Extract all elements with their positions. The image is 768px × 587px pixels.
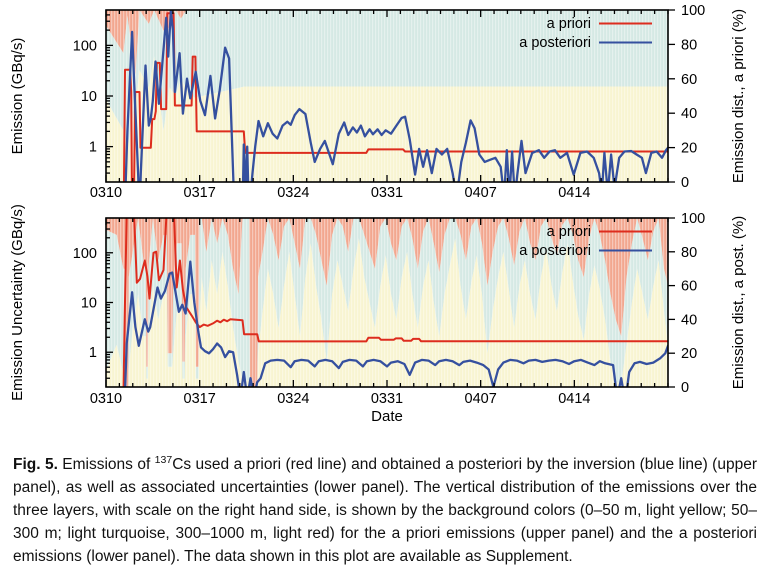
y-tick-label: 10 — [81, 296, 97, 312]
x-tick-label: 0324 — [277, 391, 309, 407]
right-tick-label: 0 — [681, 175, 689, 191]
legend-label: a priori — [547, 224, 591, 240]
right-tick-label: 100 — [681, 211, 705, 227]
right-tick-label: 20 — [681, 141, 697, 157]
axes-ticks — [105, 9, 675, 183]
panel-lower-background — [106, 218, 668, 387]
a-posteriori-line-lower — [124, 260, 668, 387]
right-tick-label: 80 — [681, 37, 697, 53]
right-tick-label: 20 — [681, 346, 697, 362]
emission-charts: 0310 0317 0324 0331 0407 04141101000204060801… — [9, 3, 747, 425]
figure-5-container: 0310 0317 0324 0331 0407 0414 1 10 100 0 20 40 60 80 1… — [9, 3, 757, 568]
legend-label: a posteriori — [519, 35, 591, 51]
caption-text-after-sup: Cs used a priori (red line) and obtained… — [13, 456, 757, 565]
x-tick-label: 0310 — [90, 185, 122, 201]
figure-label: Fig. 5. — [13, 456, 58, 473]
isotope-superscript: 137 — [154, 453, 173, 466]
x-tick-label: 0414 — [558, 185, 590, 201]
legend-label: a posteriori — [519, 243, 591, 259]
x-tick-label: 0407 — [465, 391, 497, 407]
right-tick-label: 100 — [681, 3, 705, 19]
y-tick-label: 100 — [73, 38, 97, 54]
x-tick-label: 0331 — [371, 391, 403, 407]
right-tick-label: 40 — [681, 106, 697, 122]
right-tick-label: 0 — [681, 380, 689, 396]
legend-upper: a priori a posteriori — [519, 16, 652, 51]
x-axis-title: Date — [371, 408, 403, 425]
x-tick-label: 0331 — [371, 185, 403, 201]
x-tick-label: 0317 — [184, 185, 216, 201]
y-axis-title: Emission Uncertainty (GBq/s) — [9, 204, 26, 401]
a-posteriori-line-upper — [124, 10, 668, 182]
a-priori-line-lower — [122, 218, 668, 387]
right-tick-label: 60 — [681, 279, 697, 295]
panel-upper: 0310 0317 0324 0331 0407 0414 1 10 100 0 20 40 60 80 1… — [9, 3, 747, 201]
x-tick-label: 0324 — [277, 185, 309, 201]
caption-text-before-sup: Emissions of — [57, 456, 155, 473]
x-tick-label: 0407 — [465, 185, 497, 201]
right-tick-label: 80 — [681, 245, 697, 261]
stripe-texture — [106, 218, 668, 387]
x-tick-label: 0317 — [184, 391, 216, 407]
x-tick-label: 0310 — [90, 391, 122, 407]
y-tick-label: 100 — [73, 246, 97, 262]
legend-lower: a priori a posteriori — [519, 224, 652, 259]
x-tick-label: 0414 — [558, 391, 590, 407]
right-axis-title: Emission dist., a post. (%) — [730, 216, 747, 389]
right-axis-title: Emission dist., a priori (%) — [730, 9, 747, 183]
y-tick-label: 10 — [81, 89, 97, 105]
y-tick-label: 1 — [89, 345, 97, 361]
axes-ticks — [105, 217, 675, 388]
figure-caption: Fig. 5. Emissions of 137Cs used a priori… — [13, 453, 757, 568]
y-tick-label: 1 — [89, 140, 97, 156]
right-tick-label: 60 — [681, 72, 697, 88]
legend-label: a priori — [547, 16, 591, 32]
right-tick-label: 40 — [681, 312, 697, 328]
y-axis-title: Emission (GBq/s) — [9, 38, 26, 155]
panel-lower: 0310 0317 0324 0331 0407 0414 1 10 100 0 20 40 60 80 1… — [9, 204, 747, 425]
